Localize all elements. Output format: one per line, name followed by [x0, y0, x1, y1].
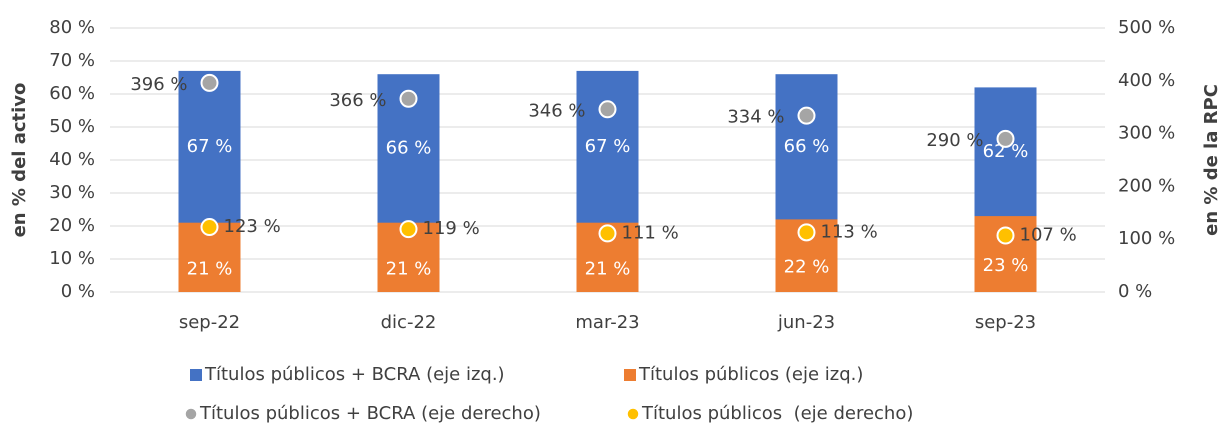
x-tick-label: dic-22	[381, 312, 437, 333]
y-tick-label: 80 %	[49, 17, 95, 38]
data-label: 119 %	[423, 218, 480, 239]
point	[399, 89, 418, 108]
data-label: 21 %	[187, 258, 233, 279]
x-tick-label: jun-23	[777, 312, 835, 333]
y2-tick-label: 100 %	[1118, 228, 1175, 249]
data-label: 334 %	[727, 107, 784, 128]
y-tick-label: 30 %	[49, 182, 95, 203]
data-label: 290 %	[926, 130, 983, 151]
data-label: 67 %	[187, 136, 233, 157]
data-label: 366 %	[329, 90, 386, 111]
data-label: 123 %	[224, 216, 281, 237]
y-tick-label: 20 %	[49, 215, 95, 236]
y2-tick-label: 400 %	[1118, 70, 1175, 91]
legend-swatch	[184, 407, 198, 421]
y2-tick-label: 200 %	[1118, 175, 1175, 196]
y-tick-label: 50 %	[49, 116, 95, 137]
legend-label: Títulos públicos (eje izq.)	[638, 364, 863, 385]
legend-label: Títulos públicos (eje derecho)	[641, 403, 913, 424]
x-tick-label: sep-23	[975, 312, 1036, 333]
point	[797, 223, 816, 242]
data-label: 21 %	[585, 258, 631, 279]
point	[996, 226, 1015, 245]
y2-tick-label: 0 %	[1118, 281, 1152, 302]
legend-swatch	[624, 369, 636, 381]
point	[200, 73, 219, 92]
data-label: 396 %	[130, 74, 187, 95]
y-tick-label: 10 %	[49, 248, 95, 269]
data-label: 22 %	[784, 257, 830, 278]
point	[200, 218, 219, 237]
data-label: 107 %	[1020, 225, 1077, 246]
legend-swatch	[190, 369, 202, 381]
point	[598, 224, 617, 243]
point	[598, 100, 617, 119]
point	[797, 106, 816, 125]
y2-axis-label: en % de la RPC	[1201, 84, 1222, 236]
legend-label: Títulos públicos + BCRA (eje derecho)	[199, 403, 541, 424]
x-tick-label: mar-23	[575, 312, 639, 333]
data-label: 111 %	[622, 222, 679, 243]
y-tick-label: 0 %	[61, 281, 95, 302]
point	[996, 129, 1015, 148]
data-label: 23 %	[983, 255, 1029, 276]
data-label: 66 %	[386, 137, 432, 158]
data-label: 346 %	[528, 100, 585, 121]
legend-swatch	[626, 407, 640, 421]
y-tick-label: 40 %	[49, 149, 95, 170]
point	[399, 220, 418, 239]
y2-tick-label: 500 %	[1118, 17, 1175, 38]
data-label: 62 %	[983, 141, 1029, 162]
y-axis-label: en % del activo	[9, 83, 30, 238]
data-label: 21 %	[386, 258, 432, 279]
x-tick-label: sep-22	[179, 312, 240, 333]
data-label: 113 %	[821, 221, 878, 242]
y-tick-label: 60 %	[49, 83, 95, 104]
y2-tick-label: 300 %	[1118, 123, 1175, 144]
y-tick-label: 70 %	[49, 50, 95, 71]
data-label: 67 %	[585, 136, 631, 157]
legend-label: Títulos públicos + BCRA (eje izq.)	[204, 364, 505, 385]
data-label: 66 %	[784, 136, 830, 157]
